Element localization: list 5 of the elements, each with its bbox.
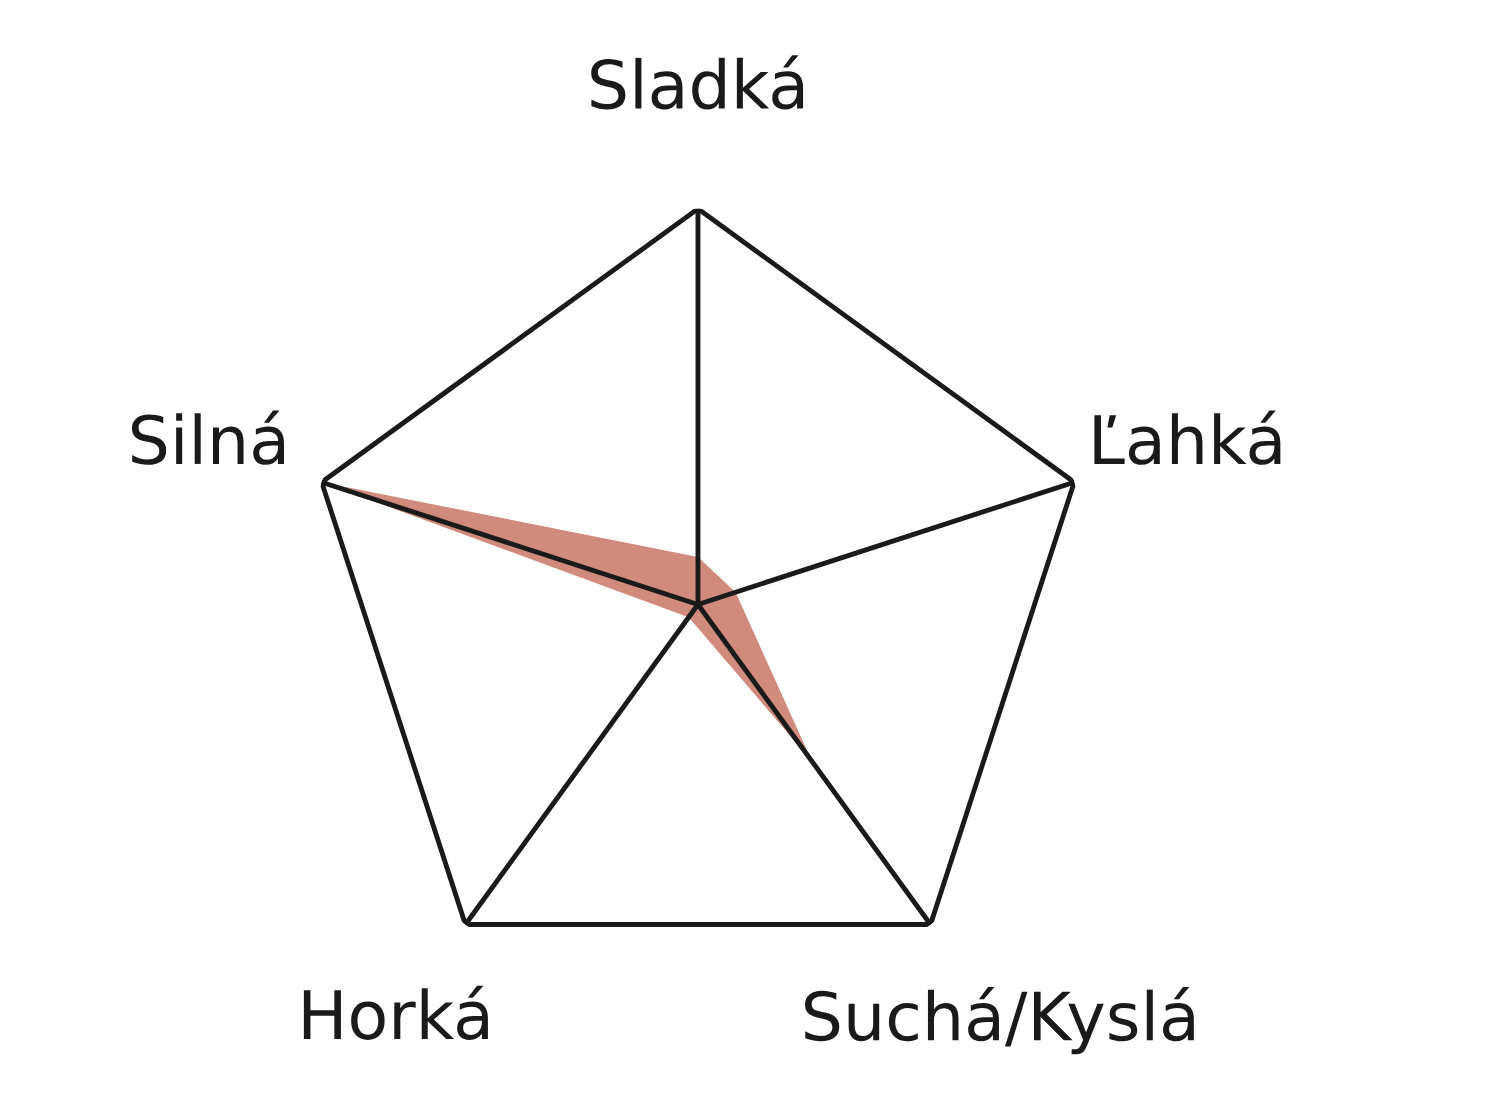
- spoke-label: Ľahká: [1094, 410, 1281, 465]
- spoke-label: Sladká: [591, 55, 804, 110]
- spoke-label: Silná: [131, 410, 284, 465]
- spoke-label: Suchá/Kyslá: [805, 986, 1194, 1055]
- spoke-label: Horká: [303, 985, 488, 1040]
